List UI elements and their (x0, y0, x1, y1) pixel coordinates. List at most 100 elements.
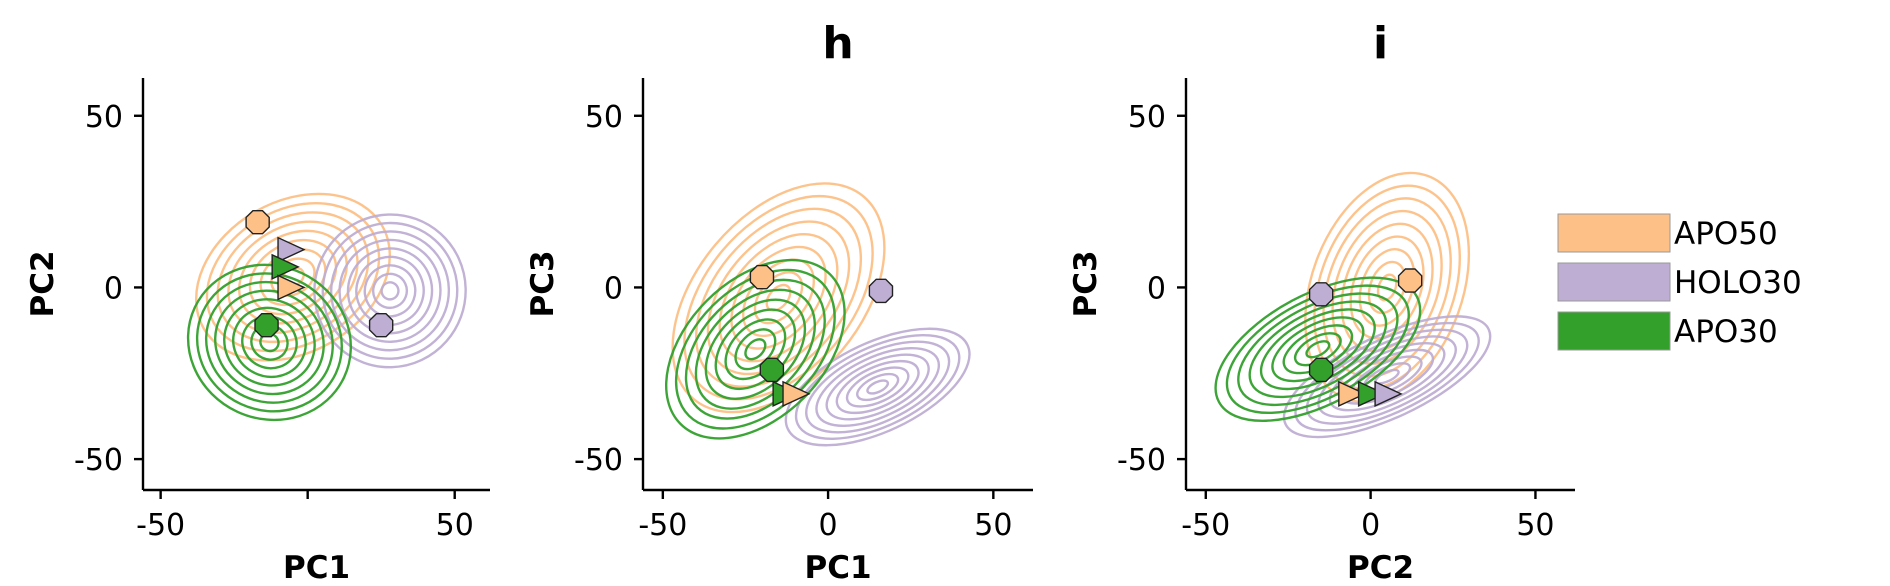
contour-apo50 (1376, 273, 1398, 302)
marker-octagon-apo50 (245, 209, 270, 235)
contour-holo30 (380, 281, 400, 301)
contour-holo30 (856, 372, 900, 402)
contour-apo50 (205, 201, 381, 353)
contour-apo30 (665, 258, 846, 440)
y-tick-label: 0 (104, 271, 123, 306)
contour-apo30 (1305, 340, 1331, 359)
legend-swatch (1557, 262, 1671, 302)
contour-apo30 (1259, 308, 1376, 391)
markers (749, 264, 894, 407)
legend-item-apo50: APO50 (1557, 213, 1778, 253)
x-axis-label: PC1 (283, 550, 350, 586)
marker-octagon-holo30 (368, 313, 394, 338)
legend-label: APO30 (1674, 314, 1778, 350)
panel-2: 50 0 -50 -50 0 50 PC1 PC3 h (525, 18, 1033, 586)
x-tick-label: -50 (136, 508, 185, 543)
contour-holo30 (313, 213, 467, 369)
contour-apo30 (223, 298, 316, 387)
marker-octagon-holo30 (868, 278, 894, 304)
x-tick-label: -50 (1181, 508, 1230, 543)
marker-triangle-apo50 (782, 380, 811, 407)
contour-apo50 (1367, 260, 1407, 315)
contour-holo30 (372, 272, 409, 310)
contour-apo30 (195, 272, 343, 413)
contour-apo30 (241, 315, 298, 370)
contour-holo30 (784, 327, 971, 447)
legend-swatch (1557, 311, 1671, 351)
contour-apo50 (718, 233, 839, 363)
markers (245, 209, 394, 338)
y-axis-label: PC3 (1068, 250, 1104, 317)
contour-holo30 (329, 230, 451, 352)
contour-apo30 (232, 306, 307, 379)
marker-triangle-apo50 (277, 274, 306, 301)
y-tick-label: 0 (1147, 271, 1166, 306)
x-tick-label: 50 (436, 508, 474, 543)
contour-holo30 (794, 334, 961, 440)
contour-apo50 (694, 207, 863, 388)
y-axis-label: PC2 (25, 250, 61, 317)
contour-holo30 (1294, 321, 1480, 432)
y-tick-label: 50 (1128, 100, 1166, 135)
legend-swatch (1557, 213, 1671, 253)
marker-octagon-apo50 (1397, 268, 1423, 293)
contour-apo30 (1248, 300, 1388, 399)
contour-holo30 (835, 359, 920, 415)
y-tick-label: -50 (74, 443, 123, 478)
marker-octagon-apo30 (759, 357, 785, 383)
legend: APO50 HOLO30 APO30 (1557, 213, 1802, 351)
marker-triangle-holo30 (277, 236, 306, 263)
contour-apo50 (683, 194, 874, 401)
contour-apo30 (186, 263, 353, 422)
panel-title: h (822, 18, 853, 69)
y-tick-label: -50 (1117, 443, 1166, 478)
density-contours (665, 182, 971, 447)
contour-holo30 (815, 346, 941, 428)
marker-octagon-apo30 (1308, 357, 1334, 383)
density-contours (1214, 171, 1492, 439)
contour-apo30 (1237, 292, 1399, 407)
x-axis-label: PC1 (804, 550, 871, 586)
contour-apo50 (1331, 209, 1443, 365)
y-axis-label: PC3 (525, 250, 561, 317)
x-tick-label: -50 (638, 508, 687, 543)
marker-octagon-apo30 (254, 313, 279, 338)
marker-octagon-holo30 (1308, 282, 1334, 307)
marker-triangle-holo30 (1374, 380, 1403, 407)
x-tick-label: 50 (1516, 508, 1554, 543)
marker-triangle-apo30 (1357, 380, 1387, 407)
y-tick-label: 50 (585, 100, 623, 135)
contour-holo30 (805, 340, 951, 434)
legend-label: APO50 (1674, 216, 1778, 252)
contour-apo30 (214, 289, 325, 396)
x-tick-label: 50 (974, 508, 1012, 543)
legend-item-holo30: HOLO30 (1557, 262, 1802, 302)
contour-holo30 (866, 379, 890, 395)
legend-label: HOLO30 (1674, 265, 1802, 301)
panel-1: 50 0 -50 -50 50 PC1 PC2 (25, 78, 490, 586)
marker-triangle-apo30 (271, 253, 300, 280)
marker-octagon-apo50 (749, 264, 775, 290)
panel-3: 50 0 -50 -50 0 50 PC2 PC3 i (1068, 18, 1575, 586)
y-tick-label: -50 (574, 443, 623, 478)
x-tick-label: 0 (1361, 508, 1380, 543)
contour-apo50 (671, 182, 886, 414)
contour-holo30 (338, 238, 442, 343)
contour-apo50 (706, 220, 851, 376)
x-tick-label: 0 (819, 508, 838, 543)
contour-apo30 (694, 288, 817, 410)
contour-holo30 (1282, 315, 1492, 439)
density-contours (186, 192, 467, 422)
contour-holo30 (825, 353, 930, 421)
contour-apo30 (744, 338, 767, 361)
marker-triangle-apo50 (1338, 380, 1367, 407)
contour-holo30 (845, 366, 910, 408)
legend-item-apo30: APO30 (1557, 311, 1778, 351)
y-tick-label: 0 (604, 271, 623, 306)
y-tick-label: 50 (85, 100, 123, 135)
x-axis-label: PC2 (1347, 550, 1414, 586)
contour-holo30 (321, 221, 459, 360)
markers (1308, 268, 1423, 407)
panel-title: i (1373, 18, 1388, 69)
